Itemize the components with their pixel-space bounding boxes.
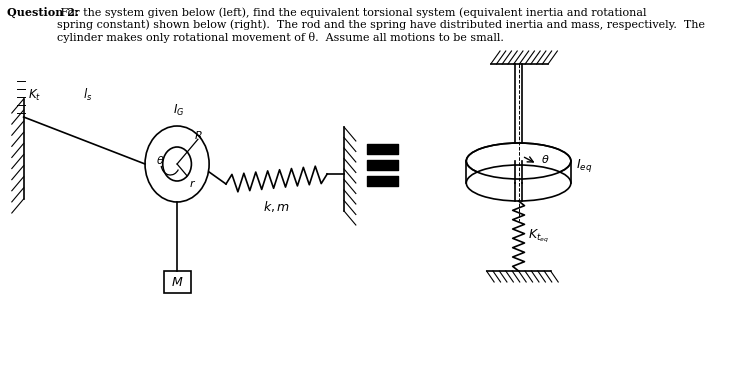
- Text: $K_t$: $K_t$: [28, 88, 41, 103]
- Text: $r$: $r$: [189, 178, 196, 189]
- Ellipse shape: [466, 165, 571, 201]
- Ellipse shape: [466, 143, 571, 179]
- Text: $I_G$: $I_G$: [173, 103, 184, 118]
- Text: $I_{eq}$: $I_{eq}$: [576, 156, 593, 173]
- Text: $\theta$: $\theta$: [541, 153, 549, 165]
- Text: $M$: $M$: [171, 275, 183, 289]
- Text: For the system given below (left), find the equivalent torsional system (equival: For the system given below (left), find …: [57, 7, 705, 43]
- Text: $R$: $R$: [194, 129, 202, 141]
- Text: $k,m$: $k,m$: [263, 199, 290, 214]
- Text: $l_s$: $l_s$: [83, 87, 92, 103]
- Text: Question 2:: Question 2:: [7, 7, 79, 18]
- Bar: [164, 271, 190, 293]
- Text: $K_{t_{eq}}$: $K_{t_{eq}}$: [528, 228, 549, 245]
- Text: $\theta$: $\theta$: [156, 154, 165, 166]
